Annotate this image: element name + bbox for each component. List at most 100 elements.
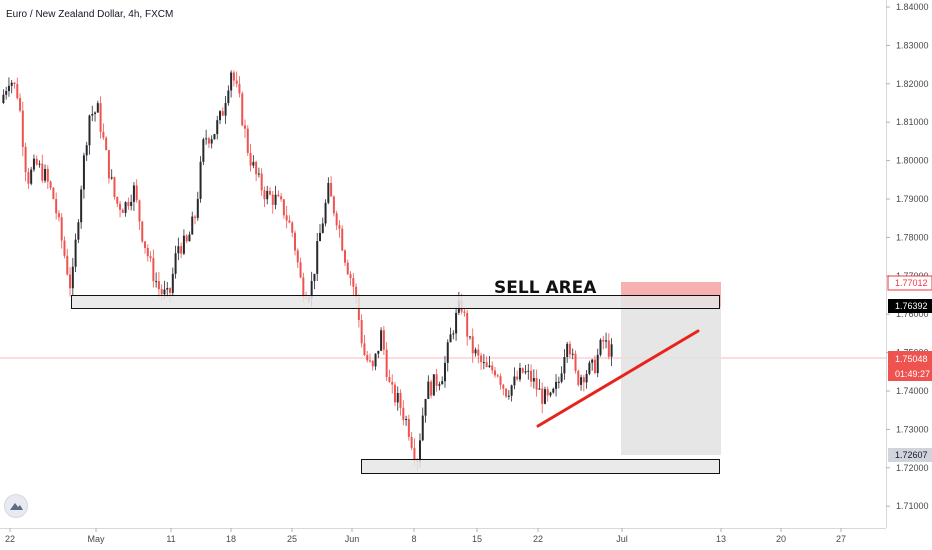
candle [82,152,85,199]
candle-body [32,158,35,170]
candle-body [585,373,588,383]
price-tag-stop-label: 1.77012 [895,278,928,288]
candle [363,335,366,357]
candle-body [163,289,166,295]
candle [10,79,13,94]
candle-body [277,194,280,197]
candle-body [24,146,27,173]
candle-body [466,312,469,337]
candle-body [288,220,291,223]
candle-body [63,240,66,256]
candle [2,89,5,105]
candle-body [380,330,383,351]
candle-body [391,381,394,385]
candle-body [57,213,60,218]
candle [252,155,255,169]
candle [332,195,335,217]
x-tick-label: 11 [166,534,175,544]
candle [518,362,521,382]
candle-body [257,173,260,175]
x-tick-label: 13 [716,534,726,544]
candle-body [88,115,91,146]
trendline[interactable] [536,329,700,428]
candle [74,233,77,273]
candle-body [269,190,272,195]
x-tick-label: May [87,534,105,544]
candle-body [410,437,413,448]
candle [566,341,569,363]
candle [16,77,19,100]
tradingview-logo-icon[interactable] [4,494,28,518]
candle-body [213,134,216,140]
price-axis[interactable]: 1.84000 1.83000 1.82000 1.81000 1.80000 1.790… [886,2,929,511]
candle-body [407,419,410,438]
candle-body [105,137,108,151]
candle-body [427,381,430,399]
candle [557,376,560,389]
candle [402,400,405,426]
candle [116,196,119,208]
candle-body [113,177,116,198]
x-tick-label: 27 [836,534,846,544]
candle-body [482,362,485,364]
candle [560,366,563,384]
candle [577,369,580,387]
candle-body [477,349,480,356]
candle-body [610,344,613,357]
candle-body [180,246,183,254]
candle [552,387,555,394]
candle [521,367,524,374]
candle-body [521,367,524,373]
candle-body [166,288,169,290]
candle [477,344,480,364]
candle [443,356,446,388]
candle-body [13,82,16,85]
candle [374,353,377,371]
candle-body [249,152,252,166]
candle-body [321,223,324,233]
candle [388,369,391,383]
candle [38,160,41,168]
candle [546,386,549,402]
candle-body [116,197,119,204]
candle-body [543,389,546,404]
candle-body [191,216,194,235]
candle [199,156,202,203]
candle-body [71,266,74,289]
candle [543,386,546,405]
candle [496,373,499,378]
candle-body [318,232,321,242]
candle-body [244,125,247,129]
candle-body [355,286,358,297]
candle [210,135,213,149]
candle-body [385,349,388,377]
candle-body [94,112,97,115]
candle [141,220,144,244]
candle [238,76,241,98]
candle [13,81,16,89]
candle-body [144,241,147,249]
candle-body [560,373,563,382]
candle [580,374,583,391]
candle [57,210,60,222]
candle-body [313,273,316,282]
candle-body [207,138,210,144]
candle [330,176,333,197]
short-position-tool[interactable] [621,282,721,455]
candle-body [91,114,94,116]
candle-body [241,93,244,126]
support-zone[interactable] [361,459,720,474]
candles-layer [2,70,613,471]
time-axis[interactable]: 22 May 11 18 25 Jun 8 15 22 Jul 13 20 27 [5,528,846,544]
candle-body [35,158,38,165]
price-tag-target-label: 1.72607 [895,450,928,460]
candle [399,389,402,416]
candle-body [263,190,266,200]
candle-body [577,370,580,385]
candle [105,136,108,151]
resistance-zone[interactable] [71,295,720,309]
candle [316,232,319,282]
candle-body [160,289,163,295]
candle [205,129,208,145]
